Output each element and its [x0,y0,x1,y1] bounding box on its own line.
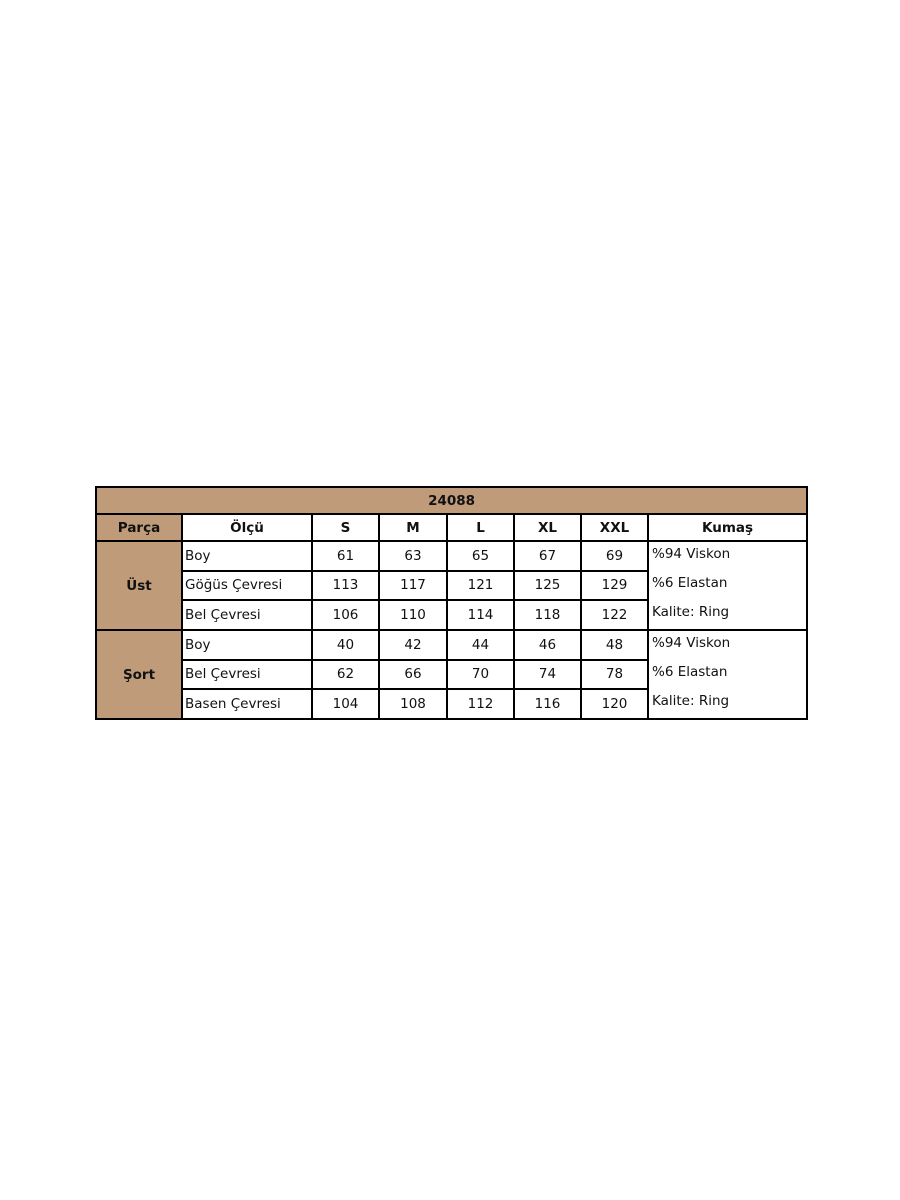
size-value-cell: 125 [513,569,582,602]
measure-cell: Göğüs Çevresi [181,569,313,602]
header-fabric: Kumaş [646,513,809,542]
size-value-cell: 118 [513,599,582,631]
table-row: Bel Çevresi 106 110 114 118 122 [96,599,807,631]
table-row: Bel Çevresi 62 66 70 74 78 [96,658,807,691]
product-code: 24088 [94,486,809,515]
size-value-cell: 120 [580,688,649,720]
size-value-cell: 74 [513,658,582,691]
size-value-cell: 40 [311,629,380,661]
measure-cell: Basen Çevresi [181,688,313,720]
fabric-line: %94 Viskon [652,546,731,562]
measure-cell: Boy [181,540,313,572]
size-value-cell: 122 [580,599,649,631]
size-value-cell: 117 [378,569,448,602]
size-value-cell: 104 [311,688,380,720]
size-value-cell: 114 [446,599,515,631]
header-size-xxl: XXL [580,513,649,542]
part-cell: Şort [95,629,183,720]
header-part: Parça [95,513,183,542]
table-row: Şort Boy 40 42 44 46 48 %94 Viskon %6 Elastan Kal… [95,629,809,720]
fabric-line: Kalite: Ring [652,693,730,709]
size-value-cell: 66 [378,658,448,691]
header-size-l: L [446,513,515,542]
header-row: Parça Ölçü S M L XL XXL Kumaş [95,513,809,542]
size-value-cell: 42 [378,629,448,661]
size-value-cell: 65 [446,540,515,572]
table-row: Üst Boy 61 63 65 67 69 %94 Viskon %6 Elastan Kali… [95,540,809,631]
table-row: Basen Çevresi 104 108 112 116 120 [96,688,807,720]
size-value-cell: 110 [378,599,448,631]
measure-cell: Bel Çevresi [181,599,313,631]
fabric-line: %6 Elastan [652,575,728,591]
fabric-line: %6 Elastan [652,664,728,680]
measure-cell: Boy [181,629,313,661]
size-value-cell: 106 [311,599,380,631]
header-size-s: S [311,513,380,542]
size-value-cell: 78 [580,658,649,691]
size-value-cell: 112 [446,688,515,720]
header-size-xl: XL [513,513,582,542]
title-row: 24088 [94,486,809,515]
size-value-cell: 67 [513,540,582,572]
size-value-cell: 46 [513,629,582,661]
size-value-cell: 61 [311,540,380,572]
size-value-cell: 48 [580,629,649,661]
size-value-cell: 113 [311,569,380,602]
fabric-cell: %94 Viskon %6 Elastan Kalite: Ring [646,629,809,720]
size-value-cell: 108 [378,688,448,720]
header-size-m: M [378,513,448,542]
size-value-cell: 129 [580,569,649,602]
size-chart-table: 24088 Parça Ölçü S M L XL XXL Kumaş Üst B… [94,486,809,720]
size-value-cell: 121 [446,569,515,602]
part-cell: Üst [95,540,183,631]
measure-cell: Bel Çevresi [181,658,313,691]
size-value-cell: 44 [446,629,515,661]
fabric-line: %94 Viskon [652,635,731,651]
header-measure: Ölçü [181,513,313,542]
size-value-cell: 62 [311,658,380,691]
fabric-line: Kalite: Ring [652,604,730,620]
size-value-cell: 116 [513,688,582,720]
size-value-cell: 69 [580,540,649,572]
size-value-cell: 70 [446,658,515,691]
size-value-cell: 63 [378,540,448,572]
table-row: Göğüs Çevresi 113 117 121 125 129 [96,569,807,602]
fabric-cell: %94 Viskon %6 Elastan Kalite: Ring [646,540,809,631]
